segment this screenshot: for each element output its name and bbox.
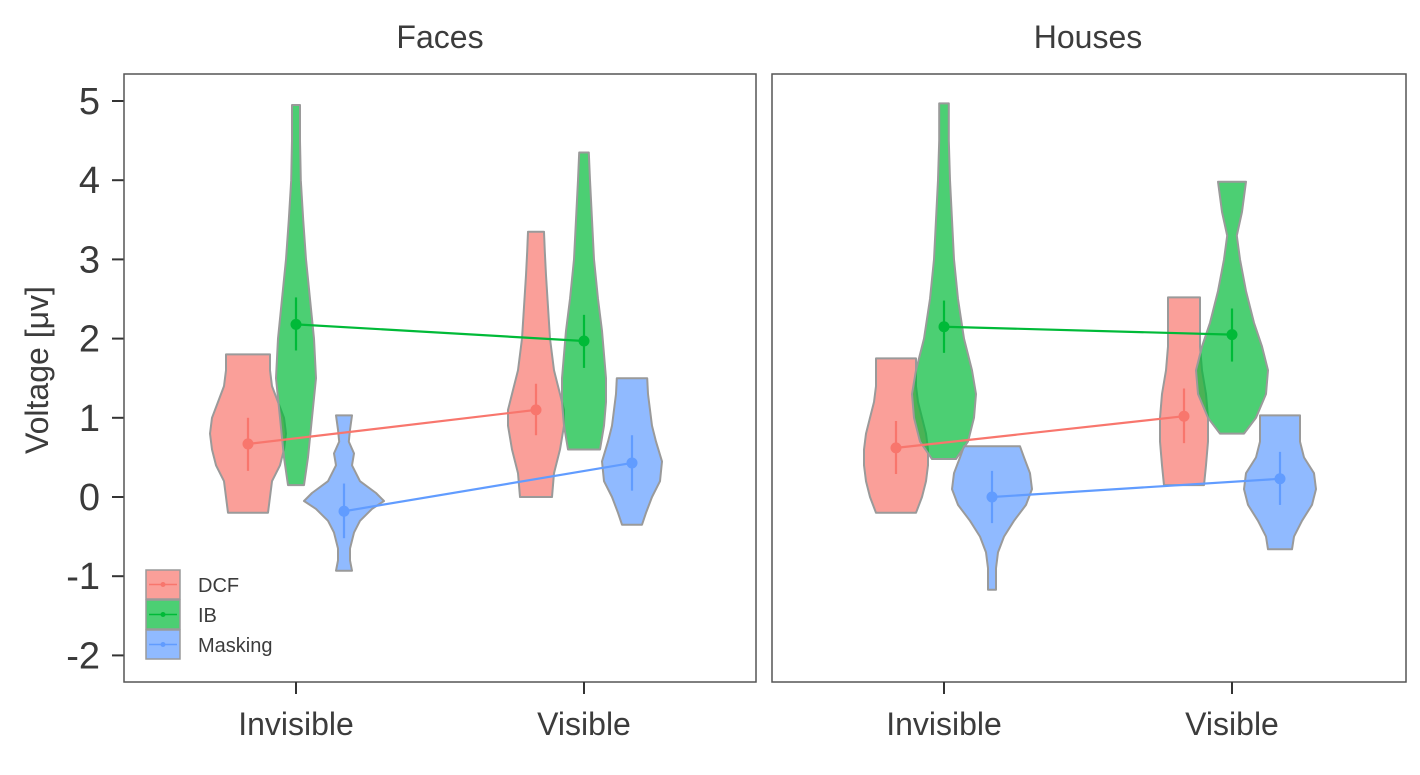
violin-ib-visible	[1195, 180, 1269, 435]
mean-point-masking	[986, 491, 998, 503]
mean-point-ib	[938, 321, 950, 333]
panel-faces: Invisible Visible	[123, 73, 757, 742]
violin-dcf-visible	[507, 230, 565, 498]
legend-point-ib	[160, 612, 166, 617]
mean-point-ib	[1226, 329, 1238, 341]
y-tick-label: -2	[66, 635, 100, 677]
mean-point-ib	[290, 318, 302, 330]
mean-line-ib	[943, 325, 1233, 336]
violin-ib-invisible	[275, 104, 317, 487]
mean-point-dcf	[530, 404, 542, 416]
mean-point-dcf	[1178, 410, 1190, 422]
panel-houses: Invisible Visible	[771, 73, 1407, 742]
x-tick-label-invisible: Invisible	[886, 706, 1002, 742]
panel-title-faces: Faces	[396, 19, 483, 55]
y-tick-label: 3	[79, 239, 100, 281]
mean-point-masking	[338, 505, 350, 517]
x-tick-label-visible: Visible	[1185, 706, 1279, 742]
y-tick-label: -1	[66, 556, 100, 598]
legend-label-ib: IB	[198, 605, 217, 627]
panel-title-houses: Houses	[1034, 19, 1143, 55]
legend-label-dcf: DCF	[198, 575, 239, 597]
mean-point-dcf	[242, 438, 254, 450]
mean-point-ib	[578, 335, 590, 347]
mean-line-masking	[991, 477, 1281, 499]
legend-point-masking	[160, 642, 166, 647]
y-tick-label: 2	[79, 319, 100, 361]
x-tick-label-invisible: Invisible	[238, 706, 354, 742]
y-tick-label: 0	[79, 477, 100, 519]
legend-point-dcf	[160, 582, 166, 587]
y-tick-label: 1	[79, 398, 100, 440]
legend-label-masking: Masking	[198, 635, 272, 657]
legend: DCF IB Masking	[145, 569, 272, 660]
mean-point-masking	[1274, 473, 1286, 485]
violin-ib-invisible	[911, 102, 977, 460]
mean-line-ib	[295, 323, 585, 343]
mean-point-masking	[626, 457, 638, 469]
y-tick-label: 5	[79, 81, 100, 123]
violin-ib-visible	[561, 151, 607, 451]
mean-line-masking	[343, 461, 633, 513]
y-tick-label: 4	[79, 160, 100, 202]
y-axis-title: Voltage [μv]	[19, 286, 55, 454]
mean-line-dcf	[247, 408, 537, 446]
x-tick-label-visible: Visible	[537, 706, 631, 742]
mean-line-dcf	[895, 415, 1185, 449]
panel-frame	[123, 73, 757, 683]
y-axis: -2 -1 0 1 2 3 4 5	[66, 81, 124, 677]
panel-frame	[771, 73, 1407, 683]
mean-point-dcf	[890, 442, 902, 454]
